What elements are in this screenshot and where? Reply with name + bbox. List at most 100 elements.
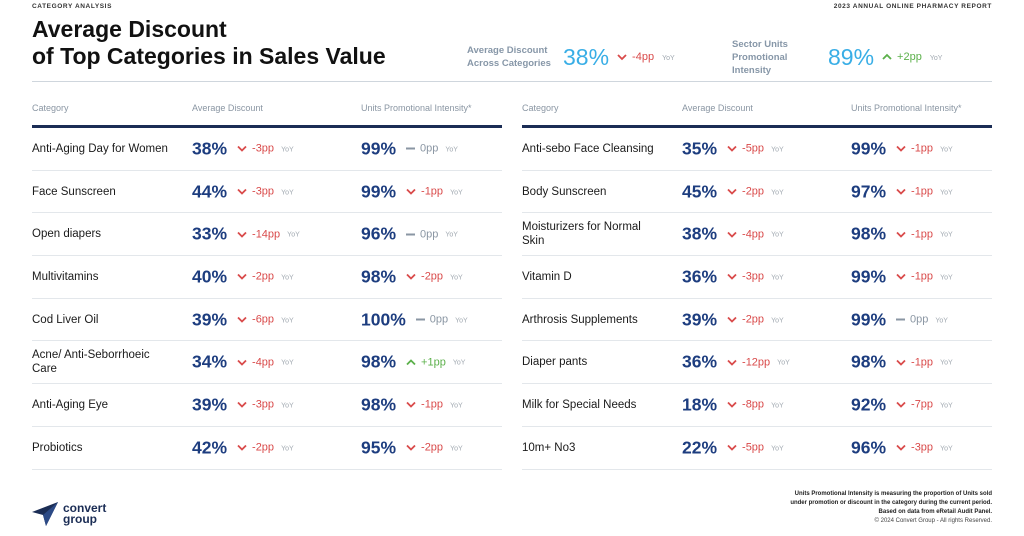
- category-name: Anti-Aging Day for Women: [32, 142, 168, 155]
- category-name: Probiotics: [32, 441, 83, 454]
- discount-change: -3pp: [237, 399, 274, 411]
- intensity-change-value: +1pp: [421, 356, 446, 369]
- discount-change-value: -8pp: [742, 398, 765, 411]
- table-row: Anti-Aging Day for Women 38% -3pp YoY 99% 0pp…: [32, 128, 502, 171]
- yoy-label: YoY: [450, 189, 463, 197]
- discount-value: 34%: [192, 351, 228, 372]
- arrow-up-icon: [882, 53, 892, 60]
- intensity-value: 98%: [361, 266, 397, 287]
- category-name: Open diapers: [32, 228, 102, 241]
- category-name: Arthrosis Supplements: [522, 313, 638, 326]
- average-discount-cell: 36% -12pp YoY: [682, 352, 790, 373]
- intensity-change-value: -1pp: [911, 142, 934, 155]
- promo-intensity-cell: 95% -2pp YoY: [361, 437, 463, 458]
- promo-intensity-cell: 98% -2pp YoY: [361, 266, 463, 287]
- promo-intensity-cell: 99% -1pp YoY: [361, 181, 463, 202]
- arrow-down-icon: [406, 402, 416, 409]
- kpi-value: 38%: [563, 43, 610, 70]
- intensity-change-value: -1pp: [911, 356, 934, 369]
- table-row: Moisturizers for Normal Skin 38% -4pp YoY 98…: [522, 213, 992, 257]
- category-name: Anti-Aging Eye: [32, 398, 109, 411]
- report-label: 2023 ANNUAL ONLINE PHARMACY REPORT: [833, 3, 992, 10]
- discount-change-value: -4pp: [252, 356, 275, 369]
- yoy-label: YoY: [281, 189, 294, 197]
- intensity-change-value: 0pp: [429, 313, 449, 326]
- table-row: Open diapers 33% -14pp YoY 96% 0pp YoY: [32, 213, 502, 257]
- table-row: 10m+ No3 22% -5pp YoY 96% -3pp YoY: [522, 427, 992, 470]
- intensity-value: 99%: [361, 181, 397, 202]
- intensity-change-value: -2pp: [421, 270, 444, 283]
- intensity-change-value: -7pp: [911, 398, 934, 411]
- intensity-value: 92%: [851, 394, 887, 415]
- category-name: Acne/ Anti-Seborrhoeic Care: [32, 349, 150, 376]
- arrow-down-icon: [727, 274, 737, 281]
- discount-change-value: -4pp: [742, 228, 765, 241]
- intensity-change: -7pp: [896, 399, 933, 411]
- kpi-average-discount: Average Discount Across Categories 38% -…: [467, 42, 675, 72]
- arrow-down-icon: [237, 274, 247, 281]
- footer-note-line-1: Units Promotional Intensity is measuring…: [794, 491, 992, 497]
- promo-intensity-cell: 97% -1pp YoY: [851, 181, 953, 202]
- column-header-category: Category: [32, 103, 69, 113]
- average-discount-cell: 39% -3pp YoY: [192, 394, 294, 415]
- discount-change: -14pp: [237, 228, 280, 240]
- discount-value: 38%: [192, 138, 228, 159]
- arrow-up-icon: [406, 359, 416, 365]
- discount-change-value: -5pp: [742, 441, 765, 454]
- arrow-down-icon: [896, 402, 906, 409]
- promo-intensity-cell: 98% +1pp YoY: [361, 352, 465, 373]
- yoy-label: YoY: [940, 359, 953, 367]
- discount-change: -5pp: [727, 442, 764, 454]
- promo-intensity-cell: 99% -1pp YoY: [851, 266, 953, 287]
- yoy-label: YoY: [450, 274, 463, 282]
- intensity-change: -3pp: [896, 442, 933, 454]
- discount-value: 18%: [682, 394, 718, 415]
- yoy-label: YoY: [940, 231, 953, 239]
- promo-intensity-cell: 98% -1pp YoY: [851, 352, 953, 373]
- kpi-label-line-2: Promotional Intensity: [732, 51, 788, 76]
- intensity-change: 0pp: [406, 143, 438, 155]
- logo-text: convert group: [63, 502, 106, 526]
- arrow-down-icon: [896, 359, 906, 366]
- kpi-sector-intensity: Sector Units Promotional Intensity 89% +…: [732, 39, 942, 76]
- discount-change: -6pp: [237, 314, 274, 326]
- kpi-change: +2pp: [882, 51, 922, 63]
- kpi-change-value: -4pp: [632, 51, 655, 63]
- yoy-label: YoY: [771, 402, 784, 410]
- arrow-down-icon: [896, 146, 906, 153]
- yoy-label: YoY: [450, 402, 463, 410]
- intensity-change-value: -2pp: [421, 441, 444, 454]
- category-name: Multivitamins: [32, 270, 99, 283]
- discount-change: -8pp: [727, 399, 764, 411]
- average-discount-cell: 38% -3pp YoY: [192, 138, 294, 159]
- intensity-change: -1pp: [896, 271, 933, 283]
- yoy-label: YoY: [281, 359, 294, 367]
- discount-change: -2pp: [237, 442, 274, 454]
- yoy-label: YoY: [771, 445, 784, 453]
- intensity-value: 96%: [851, 437, 887, 458]
- title-line-1: Average Discount: [32, 16, 227, 42]
- intensity-value: 96%: [361, 223, 397, 244]
- yoy-label: YoY: [455, 317, 468, 325]
- category-name: Body Sunscreen: [522, 185, 607, 198]
- yoy-label: YoY: [281, 317, 294, 325]
- intensity-value: 98%: [361, 394, 397, 415]
- table-row: Diaper pants 36% -12pp YoY 98% -1pp YoY: [522, 341, 992, 385]
- intensity-change-value: -1pp: [911, 185, 934, 198]
- yoy-label: YoY: [771, 189, 784, 197]
- promo-intensity-cell: 96% 0pp YoY: [361, 224, 458, 245]
- average-discount-cell: 45% -2pp YoY: [682, 181, 784, 202]
- discount-change: -3pp: [237, 143, 274, 155]
- category-name: Face Sunscreen: [32, 185, 116, 198]
- arrow-down-icon: [237, 359, 247, 366]
- intensity-value: 99%: [361, 138, 397, 159]
- yoy-label: YoY: [281, 146, 294, 154]
- average-discount-cell: 44% -3pp YoY: [192, 181, 294, 202]
- arrow-down-icon: [727, 445, 737, 451]
- yoy-label: YoY: [935, 317, 948, 325]
- logo-text-line-2: group: [63, 512, 97, 526]
- discount-change-value: -3pp: [742, 270, 765, 283]
- arrow-down-icon: [727, 316, 737, 323]
- intensity-change-value: -3pp: [911, 441, 934, 454]
- intensity-value: 100%: [361, 309, 406, 330]
